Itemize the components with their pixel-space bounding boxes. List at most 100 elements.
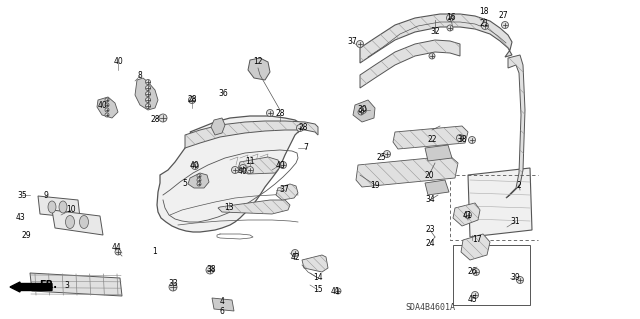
Text: 7: 7 xyxy=(303,144,308,152)
Polygon shape xyxy=(393,126,468,149)
Text: 4: 4 xyxy=(220,298,225,307)
Polygon shape xyxy=(302,255,328,272)
Text: 5: 5 xyxy=(182,179,188,188)
Ellipse shape xyxy=(59,201,67,213)
Circle shape xyxy=(456,135,463,142)
Text: 17: 17 xyxy=(472,235,482,244)
Text: 37: 37 xyxy=(347,38,357,47)
Text: 9: 9 xyxy=(44,191,49,201)
Text: 2: 2 xyxy=(516,181,522,189)
Polygon shape xyxy=(506,55,525,198)
Circle shape xyxy=(197,174,201,178)
Circle shape xyxy=(145,79,150,85)
Text: 14: 14 xyxy=(313,273,323,283)
Circle shape xyxy=(145,92,150,97)
Circle shape xyxy=(335,288,341,294)
Circle shape xyxy=(189,97,195,103)
Text: 26: 26 xyxy=(467,268,477,277)
Text: 44: 44 xyxy=(112,243,122,253)
Circle shape xyxy=(472,269,479,276)
Polygon shape xyxy=(353,100,375,122)
Circle shape xyxy=(197,182,201,186)
Text: 28: 28 xyxy=(188,95,196,105)
Text: 11: 11 xyxy=(245,158,255,167)
Circle shape xyxy=(191,162,198,169)
Text: 25: 25 xyxy=(376,152,386,161)
Circle shape xyxy=(472,292,479,299)
Text: 31: 31 xyxy=(510,218,520,226)
Ellipse shape xyxy=(79,216,88,228)
Polygon shape xyxy=(425,145,452,161)
Circle shape xyxy=(105,108,109,112)
Text: 38: 38 xyxy=(206,265,216,275)
Circle shape xyxy=(280,161,287,168)
Polygon shape xyxy=(360,40,460,88)
Text: 28: 28 xyxy=(298,123,308,132)
Text: 3: 3 xyxy=(65,280,69,290)
Circle shape xyxy=(145,103,150,108)
Polygon shape xyxy=(356,156,458,187)
Text: 29: 29 xyxy=(21,232,31,241)
Text: 37: 37 xyxy=(279,186,289,195)
Ellipse shape xyxy=(48,201,56,213)
Circle shape xyxy=(206,266,214,274)
Text: 13: 13 xyxy=(224,203,234,211)
Polygon shape xyxy=(30,273,122,296)
Ellipse shape xyxy=(65,216,74,228)
Circle shape xyxy=(232,167,239,174)
Circle shape xyxy=(169,283,177,291)
Circle shape xyxy=(145,98,150,102)
Circle shape xyxy=(239,165,246,172)
Circle shape xyxy=(383,151,390,158)
Text: 40: 40 xyxy=(275,160,285,169)
Text: 22: 22 xyxy=(428,136,436,145)
Text: 23: 23 xyxy=(425,226,435,234)
Circle shape xyxy=(356,41,364,48)
Text: 34: 34 xyxy=(425,196,435,204)
Circle shape xyxy=(197,178,201,182)
Polygon shape xyxy=(425,180,449,195)
Circle shape xyxy=(481,23,488,29)
Polygon shape xyxy=(360,14,512,63)
Text: 41: 41 xyxy=(330,286,340,295)
Polygon shape xyxy=(453,203,480,226)
Polygon shape xyxy=(52,210,103,235)
Polygon shape xyxy=(248,58,270,80)
Polygon shape xyxy=(218,200,290,214)
Text: 19: 19 xyxy=(370,181,380,189)
Polygon shape xyxy=(185,121,318,148)
Text: 40: 40 xyxy=(190,160,200,169)
Polygon shape xyxy=(468,168,532,237)
Text: 20: 20 xyxy=(424,170,434,180)
Circle shape xyxy=(447,14,454,21)
Circle shape xyxy=(360,107,367,114)
Text: 15: 15 xyxy=(313,286,323,294)
Text: 12: 12 xyxy=(253,57,263,66)
Polygon shape xyxy=(135,78,158,110)
Circle shape xyxy=(246,167,253,174)
Text: 27: 27 xyxy=(498,11,508,19)
Polygon shape xyxy=(188,173,209,188)
Text: SDA4B4601A: SDA4B4601A xyxy=(405,303,455,313)
Polygon shape xyxy=(38,196,80,218)
Text: 38: 38 xyxy=(457,136,467,145)
Circle shape xyxy=(429,53,435,59)
Text: 16: 16 xyxy=(446,13,456,23)
Circle shape xyxy=(145,85,150,91)
Circle shape xyxy=(296,124,303,131)
Text: 21: 21 xyxy=(479,19,489,28)
Text: 42: 42 xyxy=(290,254,300,263)
Text: 28: 28 xyxy=(275,108,285,117)
Polygon shape xyxy=(211,118,225,135)
Text: 33: 33 xyxy=(168,279,178,288)
Circle shape xyxy=(502,21,509,28)
Text: 6: 6 xyxy=(220,308,225,316)
Polygon shape xyxy=(238,157,280,174)
Text: 1: 1 xyxy=(152,248,157,256)
Polygon shape xyxy=(276,184,298,200)
Text: 36: 36 xyxy=(218,88,228,98)
Circle shape xyxy=(105,98,109,102)
Text: 40: 40 xyxy=(238,167,248,176)
Text: 10: 10 xyxy=(66,205,76,214)
Circle shape xyxy=(266,109,273,116)
